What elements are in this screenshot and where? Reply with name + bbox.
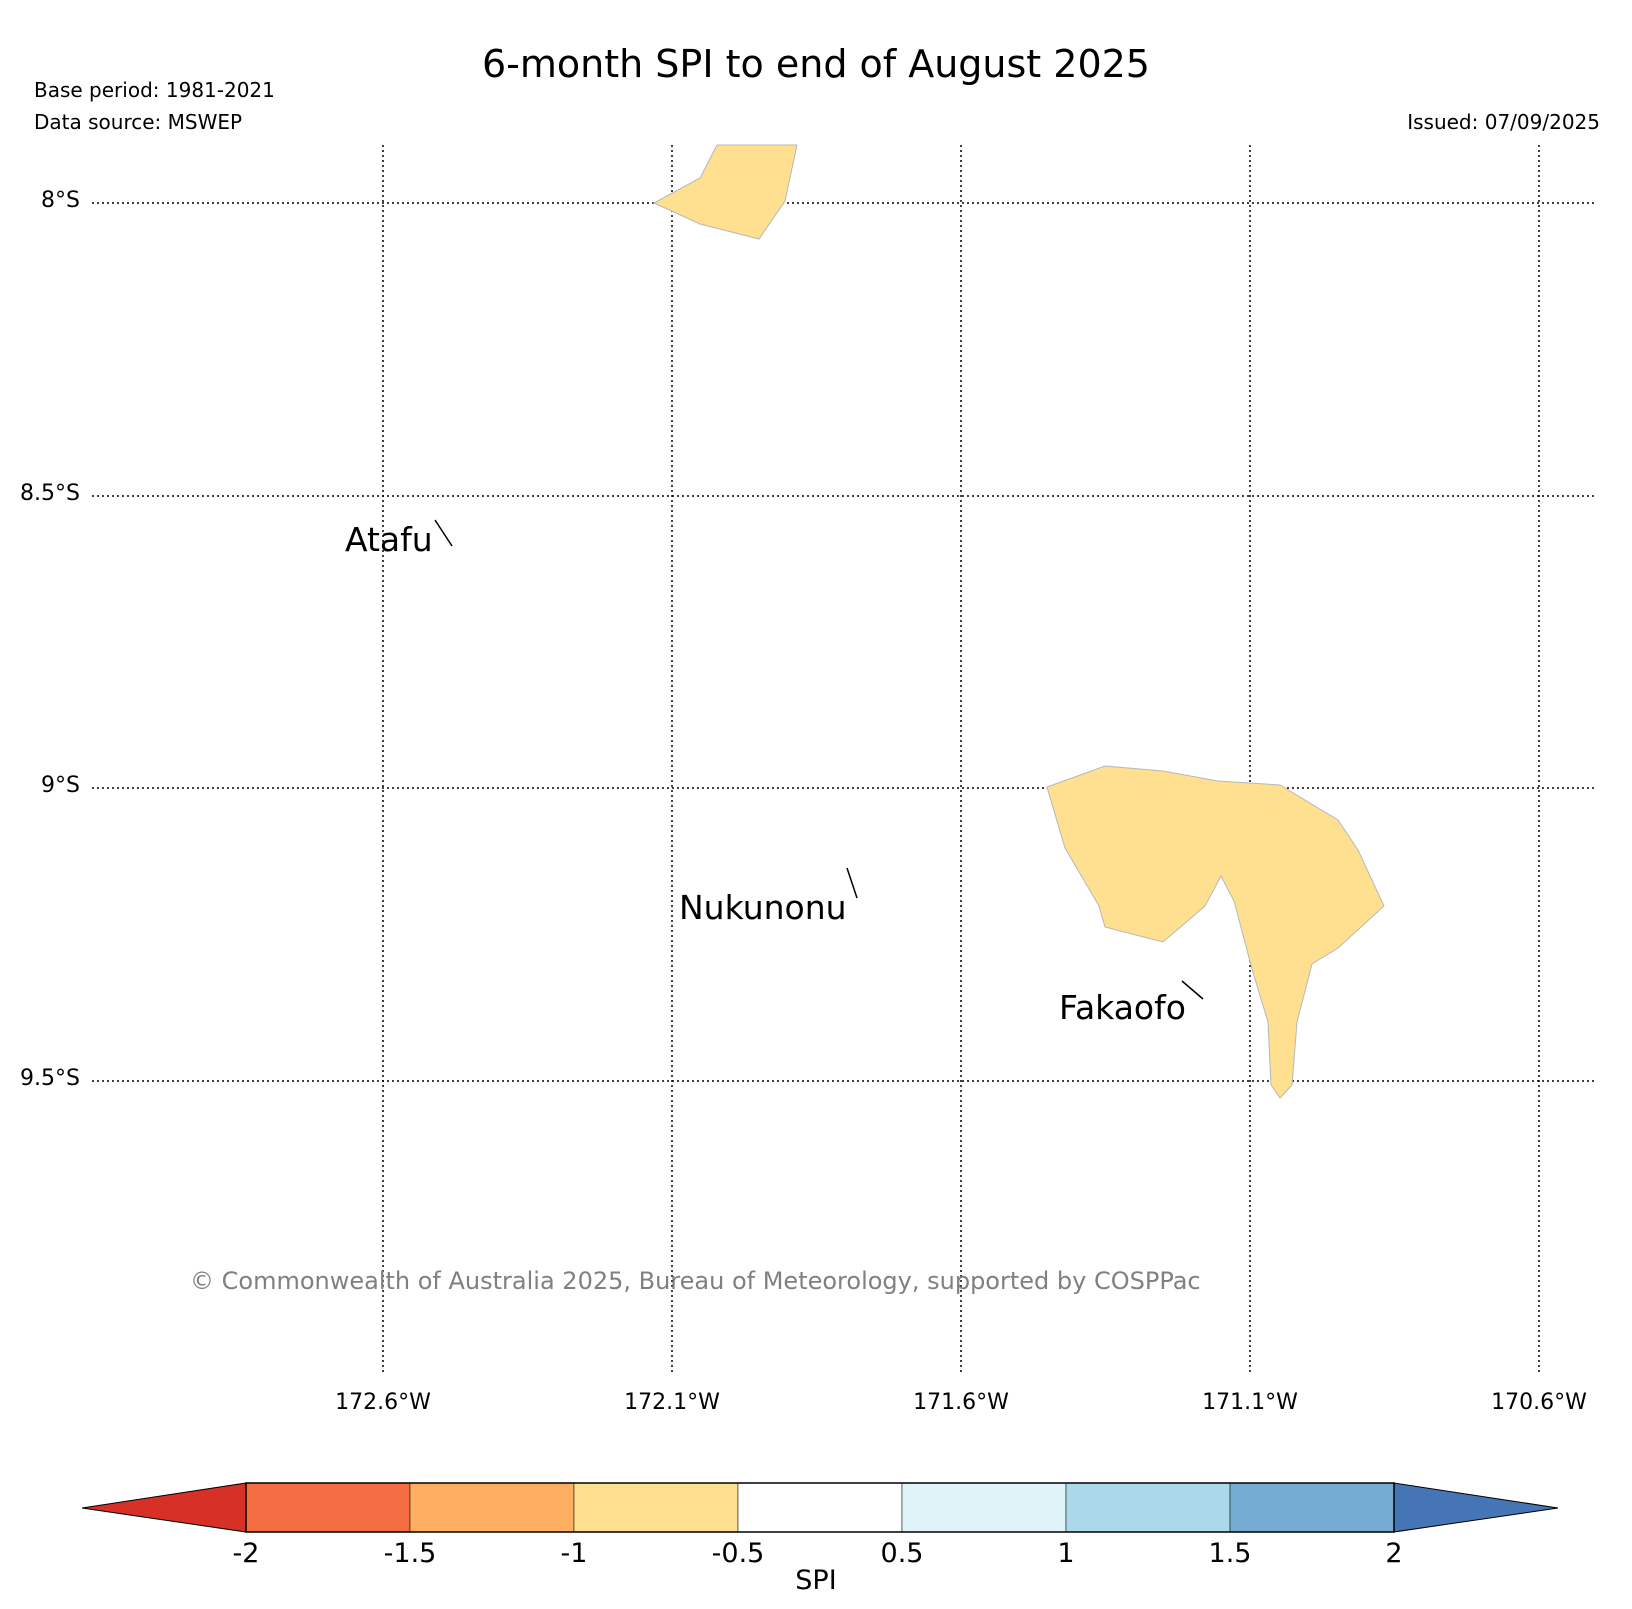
nukunonu-leader xyxy=(846,867,858,899)
base-period: Base period: 1981-2021 xyxy=(34,78,275,102)
fakaofo-leader xyxy=(1181,980,1204,1000)
colorbar-tick: 2 xyxy=(1385,1538,1403,1569)
colorbar-below-extend xyxy=(81,1482,247,1533)
map-title: 6-month SPI to end of August 2025 xyxy=(482,42,1150,86)
lat-label-9.5S: 9.5°S xyxy=(20,1066,80,1091)
colorbar-tick: -0.5 xyxy=(711,1538,765,1569)
colorbar-tick: -1.5 xyxy=(383,1538,437,1569)
lon-label-171.6W: 171.6°W xyxy=(913,1390,1009,1415)
colorbar-above-extend xyxy=(1393,1482,1559,1533)
colorbar-band-1 xyxy=(245,1482,411,1533)
lon-label-172.6W: 172.6°W xyxy=(335,1390,431,1415)
lat-label-8.5S: 8.5°S xyxy=(20,481,80,506)
colorbar-label: SPI xyxy=(795,1565,837,1596)
colorbar-tick: -2 xyxy=(232,1538,260,1569)
copyright-notice: © Commonwealth of Australia 2025, Bureau… xyxy=(190,1267,1201,1295)
colorbar-band-3 xyxy=(573,1482,739,1533)
issued-date: Issued: 07/09/2025 xyxy=(1407,110,1600,134)
colorbar-band-7 xyxy=(1229,1482,1395,1533)
colorbar-tick: 1.5 xyxy=(1208,1538,1252,1569)
spi-region-fakaofo xyxy=(1046,765,1385,1099)
colorbar-outline xyxy=(245,1482,1395,1533)
lat-label-8S: 8°S xyxy=(41,188,80,213)
colorbar-band-4 xyxy=(737,1482,903,1533)
colorbar-band-5 xyxy=(901,1482,1067,1533)
lon-label-172.1W: 172.1°W xyxy=(624,1390,720,1415)
map-panel xyxy=(92,144,1597,1375)
lat-label-9S: 9°S xyxy=(41,773,80,798)
lon-gridlines xyxy=(382,145,1540,1375)
place-fakaofo: Fakaofo xyxy=(1059,988,1186,1027)
place-nukunonu: Nukunonu xyxy=(679,888,847,927)
data-source: Data source: MSWEP xyxy=(34,110,243,134)
atafu-leader xyxy=(434,519,453,547)
place-atafu: Atafu xyxy=(345,520,433,559)
colorbar-tick: -1 xyxy=(560,1538,588,1569)
lon-label-171.1W: 171.1°W xyxy=(1202,1390,1298,1415)
colorbar-band-6 xyxy=(1065,1482,1231,1533)
colorbar-tick: 1 xyxy=(1057,1538,1075,1569)
spi-region-north xyxy=(652,144,798,240)
colorbar-band-2 xyxy=(409,1482,575,1533)
colorbar-tick: 0.5 xyxy=(880,1538,924,1569)
lon-label-170.6W: 170.6°W xyxy=(1491,1390,1587,1415)
lat-gridlines xyxy=(92,202,1597,1082)
